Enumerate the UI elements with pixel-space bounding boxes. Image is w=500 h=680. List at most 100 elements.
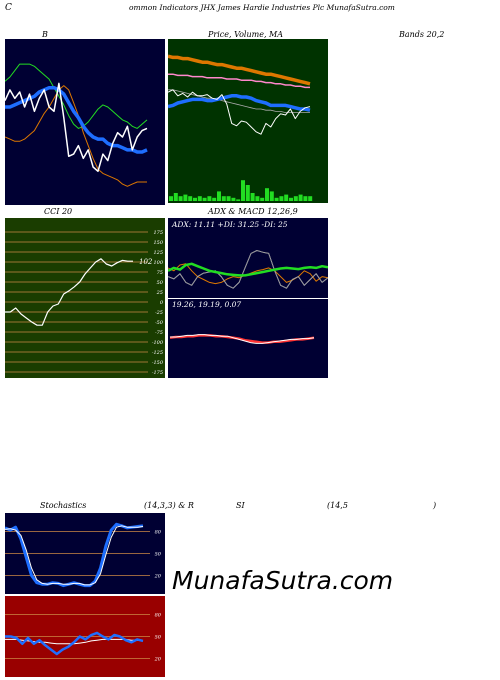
watermark-text: MunafaSutra.com [172,566,394,595]
macd-chart [168,299,328,378]
volume-bar [202,197,207,201]
cci-tick-label: 150 [153,240,163,246]
volume-bar [269,191,274,201]
price-ma-orange-line [168,54,311,86]
volume-bar [308,196,313,201]
adx-chart [168,218,328,298]
volume-bar [274,197,279,201]
volume-bar [284,194,289,201]
page-title: ommon Indicators JHX James Hardie Indust… [129,3,395,12]
cci-tick-label: -150 [152,360,164,366]
bb-close-line [5,82,148,173]
rsi-chart: 80 50 20 [5,596,165,677]
stochastics-tick-label: 50 [155,552,162,558]
cci-tick-label: 100 [153,260,163,266]
price-ma-pink-line [168,73,310,89]
stochastics-k-line [5,522,144,588]
rsi-line [5,631,144,656]
cci-tick-label: -75 [155,330,163,336]
rsi-params-label: (14,5 [327,501,348,510]
macd-line [170,334,315,344]
rsi-params-close: ) [433,501,437,510]
cci-tick-label: -25 [155,310,163,316]
volume-bar [298,194,303,201]
price-ma-panel [168,39,328,203]
cci-label: CCI 20 [44,207,73,216]
stochastics-params-label: (14,3,3) & R [144,501,194,510]
volume-bar [255,196,260,201]
volume-bar [207,196,212,201]
volume-bar [293,196,298,201]
cci-tick-label: -175 [152,370,163,376]
price-ma-chart [168,39,328,203]
stochastics-tick-label: 80 [155,530,162,536]
macd-values: 19.26, 19.19, 0.07 [172,300,242,309]
adx-plus-di-shadow [168,250,328,289]
volume-bar [289,197,293,201]
volume-bar [193,197,197,201]
stochastics-panel: 80 50 20 [5,513,165,594]
cci-chart: 175 150 125 100 75 50 25 0 -25 -50 -75 -100 -125 -150… [5,218,165,378]
volume-bar [303,196,308,201]
cci-tick-label: -100 [152,340,164,346]
cci-tick-label: -50 [155,320,164,326]
volume-bar [197,196,202,201]
volume-bar [212,197,217,201]
cci-tick-label: 75 [157,270,163,276]
rsi-tick-label: 50 [155,635,162,641]
price-ma-background [168,39,328,203]
cci-tick-label: 0 [160,300,164,306]
cci-line [5,258,133,326]
volume-bar [183,194,188,201]
volume-bar [221,196,226,201]
stochastics-tick-label: 20 [154,573,162,579]
bb-upper-band [5,63,148,129]
volume-bar [173,193,178,201]
cci-tick-label: -125 [152,350,163,356]
stochastics-label: Stochastics [40,501,87,510]
bb-middle-band [5,85,148,154]
volume-bar [226,196,231,201]
stochastics-chart: 80 50 20 [5,513,165,594]
cci-last-value: 102 [139,258,153,266]
volume-bar [231,197,236,201]
adx-line [168,262,328,277]
bb-background [5,39,165,205]
volume-bar [169,196,173,201]
volume-bar [250,193,255,201]
macd-panel [168,299,328,378]
price-ma-grey-line [168,89,310,113]
cci-tick-label: 25 [156,290,163,296]
header-left-letter: C [5,3,12,13]
cci-tick-label: 125 [153,250,163,256]
price-ma-blue-line [168,94,311,112]
adx-macd-label: ADX & MACD 12,26,9 [208,207,298,216]
adx-panel [168,218,328,298]
cci-background [5,218,165,378]
price-close-line [168,89,311,135]
cci-panel: 175 150 125 100 75 50 25 0 -25 -50 -75 -100 -125 -150… [5,218,165,378]
bb-lower-band [5,85,147,187]
volume-bar [188,196,193,201]
adx-background [168,218,328,298]
volume-bar [241,180,245,201]
rsi-tick-label: 80 [155,613,162,619]
bollinger-panel [5,39,165,205]
adx-values: ADX: 11.11 +DI: 31.25 -DI: 25 [172,220,288,229]
volume-bar [265,188,269,201]
rsi-panel: 80 50 20 [5,596,165,677]
volume-bar [245,185,250,201]
rsi-label: SI [236,501,245,510]
stochastics-d-line [5,525,144,586]
price-ma-label: Price, Volume, MA [208,30,284,39]
bb-label: B [42,30,48,39]
bands-label: Bands 20,2 [399,30,445,39]
cci-tick-label: 50 [157,280,164,286]
rsi-tick-label: 20 [154,656,162,662]
macd-signal-line [169,334,315,344]
volume-bar [279,196,284,201]
volume-bar [178,196,183,201]
bollinger-chart [5,39,165,205]
volume-bar [236,199,241,201]
volume-bar [217,191,221,201]
